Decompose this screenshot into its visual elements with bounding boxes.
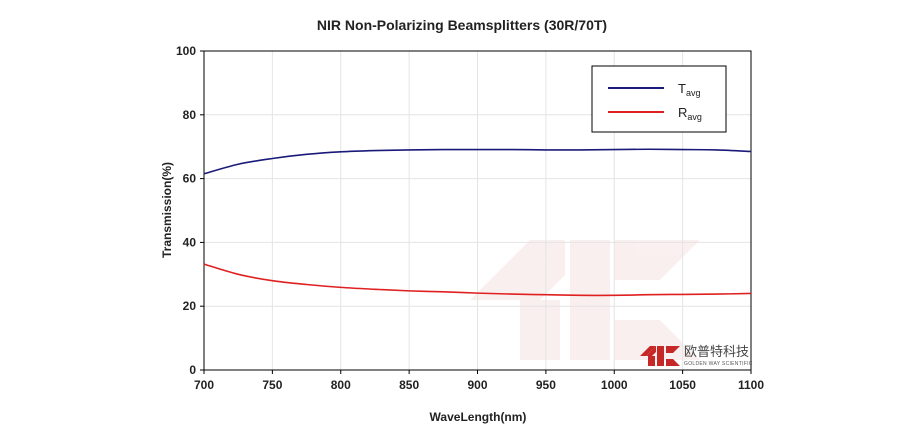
y-tick-label: 0 bbox=[189, 363, 196, 377]
x-tick-label: 700 bbox=[194, 378, 214, 392]
legend-label-ravg-sub: avg bbox=[687, 112, 702, 122]
axes bbox=[200, 50, 752, 374]
legend-label-tavg: Tavg bbox=[678, 81, 700, 98]
y-tick-labels: 0 20 40 60 80 100 bbox=[176, 44, 196, 377]
background-logo-watermark bbox=[470, 240, 700, 360]
legend-label-tavg-main: T bbox=[678, 81, 686, 96]
company-logo: 欧普特科技 GOLDEN WAY SCIENTIFIC bbox=[640, 344, 753, 367]
x-tick-label: 750 bbox=[262, 378, 282, 392]
x-tick-label: 1000 bbox=[601, 378, 628, 392]
y-tick-label: 100 bbox=[176, 44, 196, 58]
x-tick-label: 1100 bbox=[738, 378, 764, 392]
y-axis-label: Transmission(%) bbox=[160, 162, 174, 258]
legend-label-tavg-sub: avg bbox=[686, 88, 701, 98]
y-tick-label: 40 bbox=[183, 235, 197, 249]
x-tick-label: 850 bbox=[399, 378, 419, 392]
series-line-ravg bbox=[203, 263, 752, 297]
legend-label-ravg-main: R bbox=[678, 105, 687, 120]
y-tick-label: 60 bbox=[183, 172, 197, 186]
x-tick-label: 950 bbox=[536, 378, 556, 392]
chart-title: NIR Non-Polarizing Beamsplitters (30R/70… bbox=[317, 17, 607, 33]
grid-lines bbox=[204, 51, 751, 370]
logo-text: 欧普特科技 bbox=[684, 344, 749, 359]
x-tick-label: 900 bbox=[467, 378, 487, 392]
plot-frame bbox=[203, 50, 752, 371]
y-tick-label: 80 bbox=[183, 108, 197, 122]
series-lines bbox=[203, 148, 752, 297]
legend: Tavg Ravg bbox=[591, 65, 727, 133]
x-tick-label: 1050 bbox=[669, 378, 696, 392]
x-axis-label: WaveLength(nm) bbox=[430, 410, 527, 424]
legend-label-ravg: Ravg bbox=[678, 105, 702, 122]
x-tick-label: 800 bbox=[331, 378, 351, 392]
series-line-tavg bbox=[203, 148, 752, 175]
logo-mark-icon bbox=[640, 346, 680, 366]
x-tick-labels: 700 750 800 850 900 950 1000 1050 1100 bbox=[194, 378, 764, 392]
y-tick-label: 20 bbox=[183, 299, 197, 313]
logo-subtext: GOLDEN WAY SCIENTIFIC bbox=[684, 361, 753, 367]
legend-box bbox=[591, 65, 727, 133]
